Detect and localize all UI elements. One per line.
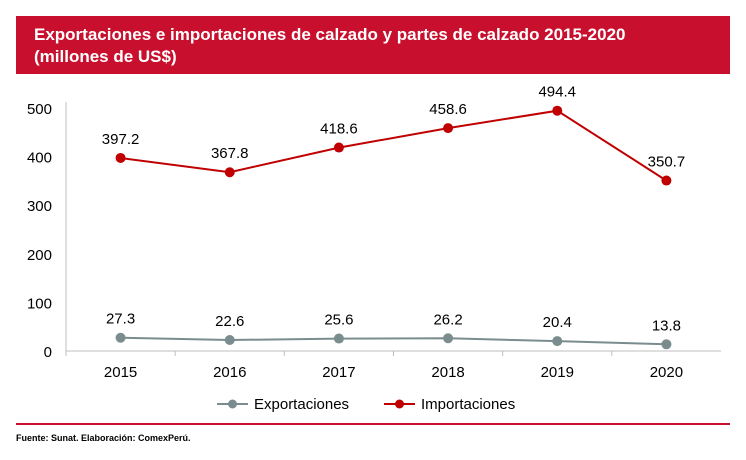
data-point-importaciones-2016 (224, 167, 235, 178)
y-tick-label-0: 0 (44, 344, 52, 361)
data-point-importaciones-2020 (661, 175, 672, 186)
data-label-exportaciones-2018: 26.2 (433, 311, 462, 328)
source-note: Fuente: Sunat. Elaboración: ComexPerú. (16, 433, 191, 443)
y-tick-label-500: 500 (27, 101, 52, 118)
data-point-exportaciones-2017 (333, 333, 344, 344)
legend-label-importaciones: Importaciones (421, 396, 515, 413)
data-label-exportaciones-2019: 20.4 (543, 314, 572, 331)
y-tick-label-300: 300 (27, 198, 52, 215)
data-label-exportaciones-2015: 27.3 (106, 311, 135, 328)
x-tick-label-2020: 2020 (650, 364, 683, 381)
data-label-exportaciones-2020: 13.8 (652, 317, 681, 334)
data-label-importaciones-2017: 418.6 (320, 121, 358, 138)
data-label-importaciones-2018: 458.6 (429, 101, 467, 118)
footer-divider (16, 423, 730, 425)
data-point-exportaciones-2016 (224, 335, 235, 346)
x-tick-label-2015: 2015 (104, 364, 137, 381)
data-point-importaciones-2019 (552, 105, 563, 116)
data-point-importaciones-2015 (115, 152, 126, 163)
series-line-importaciones (120, 109, 667, 182)
y-tick-label-400: 400 (27, 150, 52, 167)
data-point-importaciones-2017 (333, 142, 344, 153)
data-point-exportaciones-2020 (661, 339, 672, 350)
y-tick-label-100: 100 (27, 295, 52, 312)
data-label-exportaciones-2016: 22.6 (215, 313, 244, 330)
data-label-importaciones-2015: 397.2 (102, 131, 140, 148)
x-tick-label-2018: 2018 (431, 364, 464, 381)
legend-marker-importaciones (395, 399, 404, 409)
series-line-exportaciones (120, 336, 667, 346)
chart-title: Exportaciones e importaciones de calzado… (34, 25, 626, 44)
chart-header: Exportaciones e importaciones de calzado… (16, 16, 730, 74)
line-chart: 0 100 200 300 400 500 2015 2016 2017 2018 2019 2020… (27, 84, 721, 413)
data-label-importaciones-2019: 494.4 (538, 84, 576, 101)
data-label-importaciones-2016: 367.8 (211, 145, 249, 162)
data-point-exportaciones-2015 (115, 332, 126, 343)
x-tick-label-2019: 2019 (541, 364, 574, 381)
data-point-importaciones-2018 (443, 123, 454, 134)
data-label-importaciones-2020: 350.7 (648, 154, 686, 171)
legend-marker-exportaciones (228, 399, 237, 409)
legend-label-exportaciones: Exportaciones (254, 396, 349, 413)
data-point-exportaciones-2018 (443, 333, 454, 344)
data-point-exportaciones-2019 (552, 336, 563, 347)
x-tick-label-2017: 2017 (322, 364, 355, 381)
chart-subtitle: (millones de US$) (34, 47, 177, 66)
x-tick-label-2016: 2016 (213, 364, 246, 381)
y-tick-label-200: 200 (27, 247, 52, 264)
data-label-exportaciones-2017: 25.6 (324, 312, 353, 329)
